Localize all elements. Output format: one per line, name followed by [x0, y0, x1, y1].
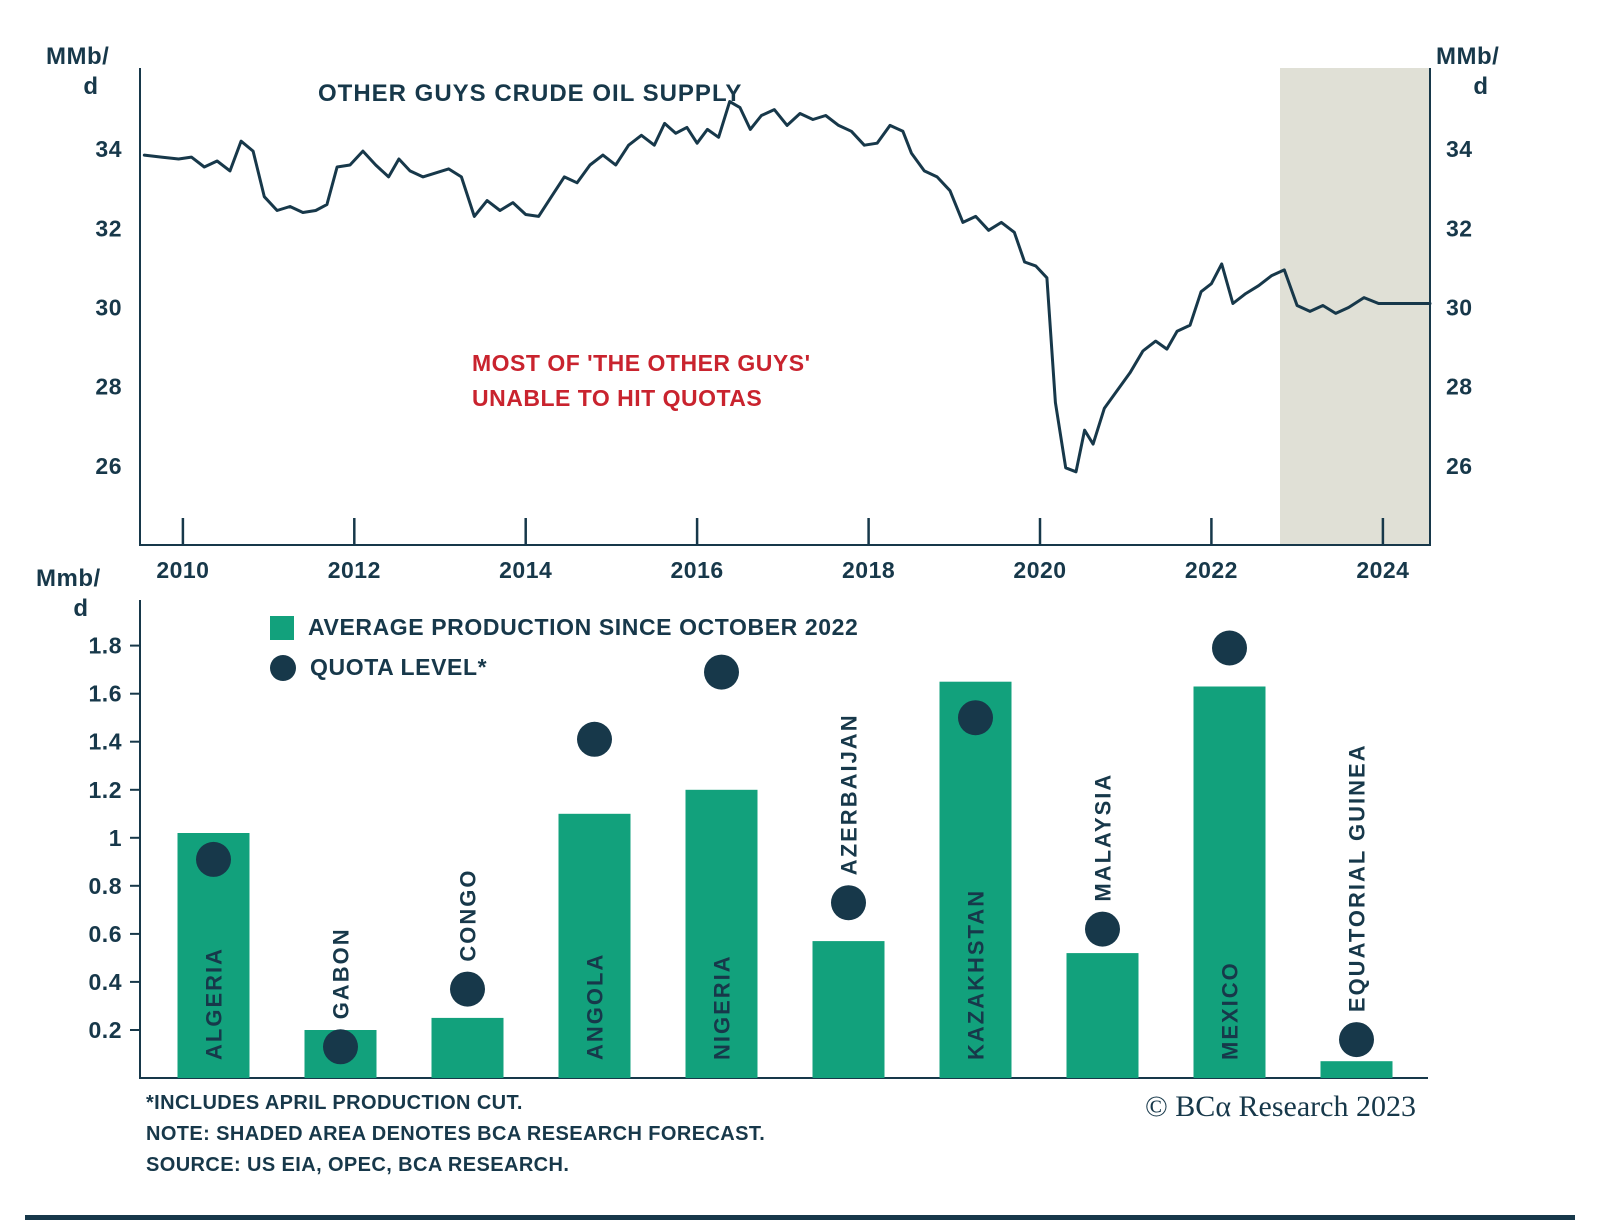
production-bar-kazakhstan — [939, 681, 1012, 1078]
x-axis-tick-label: 2022 — [1185, 557, 1238, 583]
x-axis-tick-label: 2012 — [328, 557, 381, 583]
quota-dot-nigeria — [704, 654, 739, 690]
top-right-axis-unit: MMb/ d — [1436, 42, 1526, 102]
bar-y-axis-tick-label: 0.8 — [89, 873, 122, 899]
y-axis-tick-label-right: 26 — [1446, 453, 1473, 479]
legend-label-production: AVERAGE PRODUCTION SINCE OCTOBER 2022 — [308, 614, 859, 640]
axis-unit-line1: MMb/ — [46, 43, 110, 70]
y-axis-tick-label-left: 30 — [95, 295, 122, 321]
annotation-line2: UNABLE TO HIT QUOTAS — [472, 384, 763, 411]
production-bar-nigeria — [685, 789, 758, 1078]
y-axis-tick-label-right: 30 — [1446, 295, 1473, 321]
y-axis-tick-label-right: 34 — [1446, 136, 1473, 162]
production-bar-malaysia — [1066, 953, 1139, 1078]
y-axis-tick-label-left: 34 — [95, 136, 122, 162]
footnote-shaded-area: NOTE: SHADED AREA DENOTES BCA RESEARCH F… — [146, 1123, 766, 1145]
bar-chart-legend: AVERAGE PRODUCTION SINCE OCTOBER 2022 QU… — [270, 614, 858, 681]
legend-label-quota: QUOTA LEVEL* — [310, 654, 488, 680]
line-chart-title: OTHER GUYS CRUDE OIL SUPPLY — [318, 80, 743, 107]
production-bar-congo — [431, 1017, 504, 1078]
bar-y-axis-tick-label: 1.4 — [89, 729, 122, 755]
quota-dot-azerbaijan — [831, 885, 866, 921]
axis-unit-line1: MMb/ — [1436, 43, 1500, 70]
bar-y-axis-tick-label: 0.2 — [89, 1017, 122, 1043]
country-label-kazakhstan: KAZAKHSTAN — [964, 889, 989, 1060]
x-axis-tick-label: 2018 — [842, 557, 895, 583]
quota-dot-gabon — [323, 1029, 358, 1065]
bar-y-axis-tick-label: 1.2 — [89, 777, 122, 803]
top-left-axis-unit: MMb/ d — [46, 42, 136, 102]
y-axis-tick-label-left: 32 — [95, 215, 122, 241]
axis-unit-line2: d — [73, 595, 89, 622]
country-label-azerbaijan: AZERBAIJAN — [837, 713, 862, 875]
footer-rule — [25, 1215, 1575, 1220]
country-label-congo: CONGO — [456, 868, 481, 961]
country-label-nigeria: NIGERIA — [710, 954, 735, 1060]
bar-chart-axis-unit: Mmb/ d — [36, 564, 126, 624]
quota-dot-equatorial-guinea — [1339, 1022, 1374, 1058]
green-square-swatch-icon — [270, 615, 294, 640]
country-label-algeria: ALGERIA — [202, 947, 227, 1060]
legend-row-quota: QUOTA LEVEL* — [270, 654, 858, 681]
country-label-mexico: MEXICO — [1218, 961, 1243, 1060]
axis-unit-line2: d — [1473, 73, 1489, 100]
quota-dot-algeria — [196, 841, 231, 877]
y-axis-tick-label-right: 28 — [1446, 374, 1473, 400]
production-bar-angola — [558, 813, 631, 1078]
quota-dot-mexico — [1212, 630, 1247, 666]
forecast-shaded-area — [1280, 68, 1430, 545]
axis-unit-line2: d — [83, 73, 99, 100]
bar-y-axis-tick-label: 1.6 — [89, 681, 122, 707]
production-bar-mexico — [1193, 686, 1266, 1078]
x-axis-tick-label: 2014 — [499, 557, 552, 583]
y-axis-tick-label-left: 28 — [95, 374, 122, 400]
bar-y-axis-tick-label: 1 — [109, 825, 122, 851]
chart-annotation: MOST OF 'THE OTHER GUYS' UNABLE TO HIT Q… — [472, 346, 811, 415]
copyright-notice: © BCα Research 2023 — [1145, 1090, 1416, 1123]
country-label-gabon: GABON — [329, 927, 354, 1019]
quota-dot-malaysia — [1085, 911, 1120, 947]
y-axis-tick-label-left: 26 — [95, 453, 122, 479]
bar-y-axis-tick-label: 0.4 — [89, 969, 122, 995]
production-bar-equatorial-guinea — [1320, 1061, 1393, 1078]
line-chart-frame — [139, 68, 1431, 546]
crude-oil-supply-line — [142, 100, 1432, 474]
footnote-source: SOURCE: US EIA, OPEC, BCA RESEARCH. — [146, 1154, 570, 1176]
footnote-production-cut: *INCLUDES APRIL PRODUCTION CUT. — [146, 1092, 523, 1114]
quota-dot-angola — [577, 721, 612, 757]
x-axis-tick-label: 2016 — [671, 557, 724, 583]
x-axis-tick-label: 2020 — [1013, 557, 1066, 583]
y-axis-tick-label-right: 32 — [1446, 215, 1473, 241]
country-label-malaysia: MALAYSIA — [1091, 773, 1116, 902]
country-label-equatorial-guinea: EQUATORIAL GUINEA — [1345, 743, 1370, 1012]
bar-y-axis-tick-label: 0.6 — [89, 921, 122, 947]
bar-y-axis-tick-label: 1.8 — [89, 633, 122, 659]
footnotes: *INCLUDES APRIL PRODUCTION CUT. NOTE: SH… — [146, 1088, 765, 1181]
x-axis-tick-label: 2010 — [156, 557, 209, 583]
navy-circle-swatch-icon — [270, 654, 296, 681]
production-bar-azerbaijan — [812, 941, 885, 1078]
quota-dot-congo — [450, 971, 485, 1007]
annotation-line1: MOST OF 'THE OTHER GUYS' — [472, 350, 811, 376]
legend-row-production: AVERAGE PRODUCTION SINCE OCTOBER 2022 — [270, 614, 858, 641]
quota-dot-kazakhstan — [958, 700, 993, 736]
x-axis-tick-label: 2024 — [1356, 557, 1409, 583]
axis-unit-line1: Mmb/ — [36, 565, 101, 592]
country-label-angola: ANGOLA — [583, 953, 608, 1060]
